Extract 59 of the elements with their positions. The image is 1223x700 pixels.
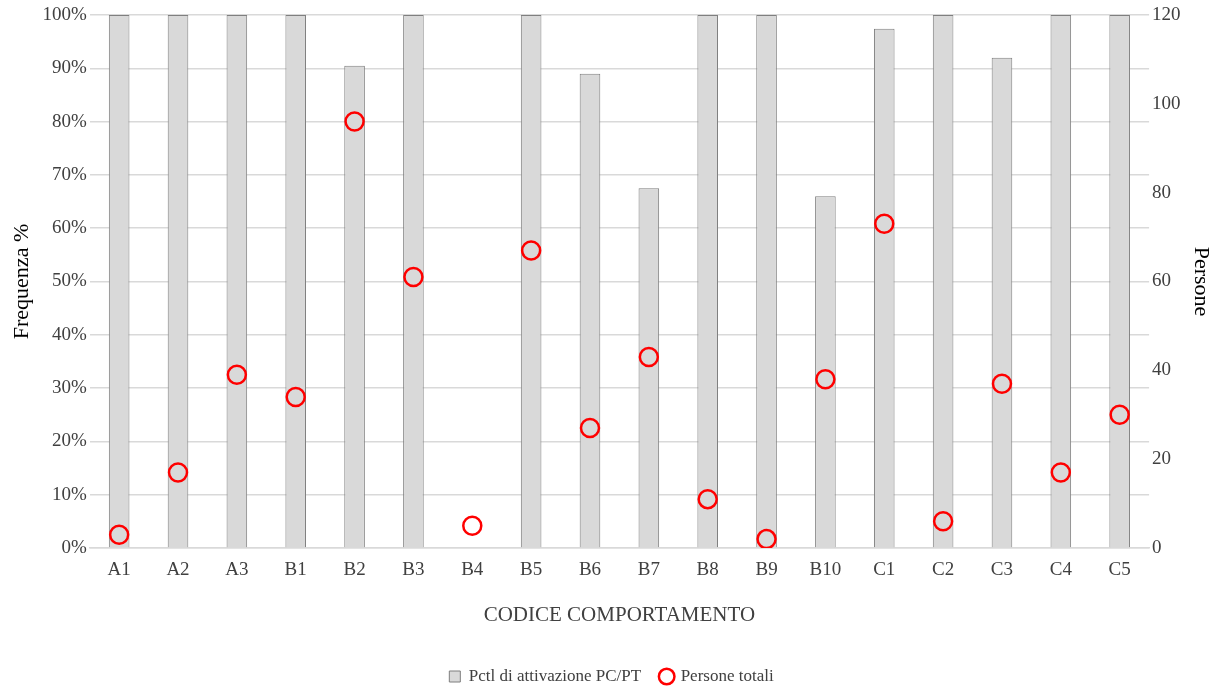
y-tick-label: 40% — [51, 322, 87, 344]
point — [520, 240, 542, 261]
x-tick-label: B7 — [637, 558, 660, 580]
y-tick-label: 30% — [51, 376, 87, 398]
x-tick-label: B1 — [284, 558, 307, 580]
point — [167, 462, 189, 483]
x-tick-label: C1 — [873, 558, 896, 580]
x-tick-label: B2 — [343, 558, 366, 580]
y2-tick-label: 80 — [1152, 180, 1172, 202]
y-tick-label: 0% — [61, 535, 87, 557]
point — [756, 528, 777, 548]
point — [1050, 462, 1072, 483]
x-tick-label: C4 — [1049, 558, 1073, 580]
y2-tick-label: 120 — [1152, 2, 1181, 24]
x-tick-label: A3 — [225, 558, 249, 580]
point — [403, 266, 424, 288]
x-tick-label: B10 — [809, 558, 842, 580]
y2-axis-title: Persone — [1190, 246, 1216, 317]
x-tick-label: A1 — [107, 558, 131, 580]
point — [285, 386, 306, 408]
x-tick-label: B8 — [696, 558, 719, 580]
x-tick-label: A2 — [166, 558, 190, 580]
point — [932, 511, 954, 532]
point — [462, 515, 483, 537]
point — [991, 373, 1013, 394]
y-tick-label: 80% — [51, 109, 87, 131]
point — [815, 368, 836, 390]
x-tick-label: C3 — [990, 558, 1014, 580]
x-tick-label: B4 — [461, 558, 484, 580]
point — [1109, 404, 1130, 425]
point — [874, 213, 895, 235]
y-tick-label: 10% — [51, 482, 87, 504]
y-tick-label: 50% — [51, 269, 87, 291]
y-tick-label: 90% — [51, 56, 87, 78]
point — [638, 346, 660, 368]
x-tick-label: B6 — [578, 558, 602, 580]
point — [579, 417, 601, 439]
y-tick-label: 60% — [51, 216, 87, 238]
point — [226, 364, 248, 386]
y2-tick-label: 60 — [1152, 269, 1172, 291]
x-tick-label: C2 — [932, 558, 955, 580]
legend-label: Pctl di attivazione PC/PT — [468, 665, 642, 685]
y2-tick-label: 0 — [1152, 535, 1162, 557]
legend-label: Persone totali — [680, 665, 774, 685]
x-tick-label: B3 — [402, 558, 425, 580]
x-tick-label: B5 — [520, 558, 543, 580]
x-tick-label: C5 — [1108, 558, 1131, 580]
y-tick-label: 70% — [51, 162, 87, 184]
x-axis-title: CODICE COMPORTAMENTO — [483, 601, 756, 626]
y2-tick-label: 20 — [1152, 447, 1172, 469]
point — [344, 111, 365, 132]
x-tick-label: B9 — [755, 558, 778, 580]
y2-tick-label: 100 — [1152, 91, 1181, 113]
point — [108, 524, 130, 545]
y2-tick-label: 40 — [1152, 358, 1172, 380]
y-tick-label: 20% — [51, 429, 87, 451]
y-tick-label: 100% — [42, 2, 87, 24]
point — [697, 488, 718, 510]
y-axis-title: Frequenza % — [7, 223, 33, 340]
